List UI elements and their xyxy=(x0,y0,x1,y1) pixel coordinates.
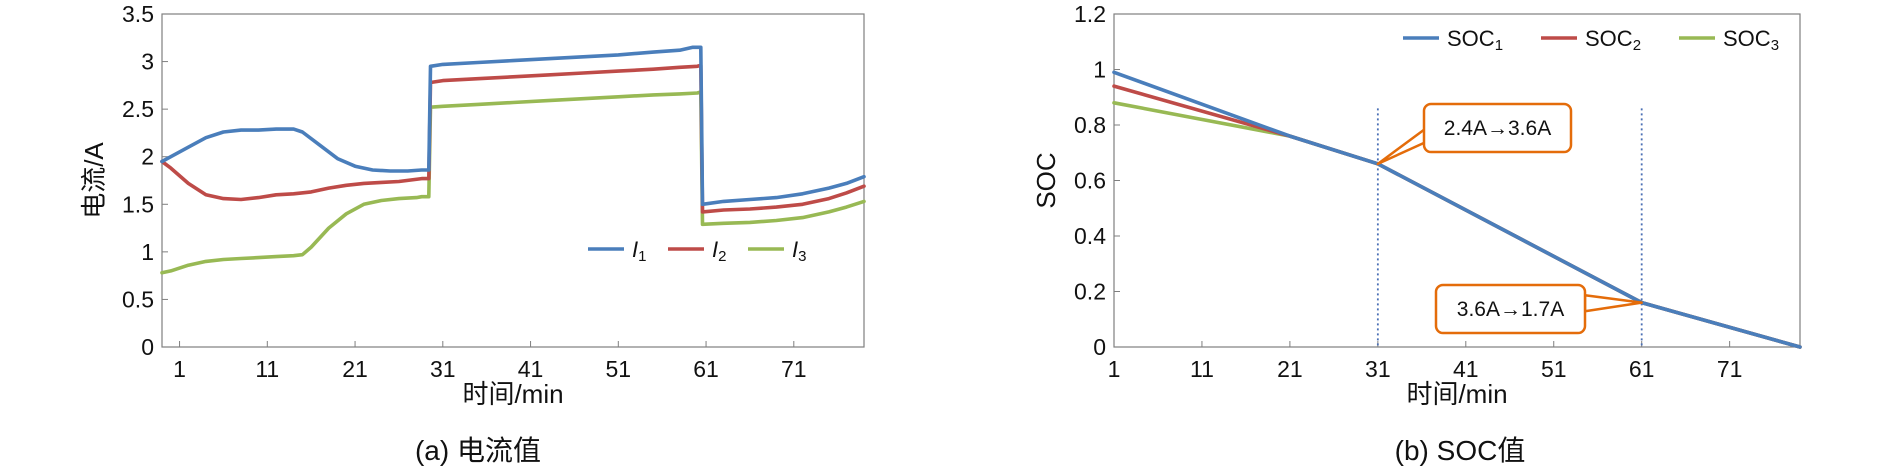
current-y-tick-label: 0 xyxy=(141,334,154,360)
current-x-axis-title: 时间/min xyxy=(462,379,563,409)
current-series-i2-line xyxy=(160,63,866,214)
current-x-tick-label: 11 xyxy=(255,356,279,382)
current-y-tick-label: 2.5 xyxy=(122,96,154,122)
current-series-i1-line xyxy=(160,45,866,207)
current-legend-label: I1 xyxy=(632,237,646,265)
soc-legend-label: SOC1 xyxy=(1447,26,1503,54)
soc-callout-box xyxy=(1434,283,1587,335)
current-caption: (a) 电流值 xyxy=(415,435,541,466)
current-x-tick-label: 61 xyxy=(693,356,719,382)
current-plot-frame xyxy=(161,13,865,348)
soc-callout-box xyxy=(1422,102,1573,154)
current-legend-label: I2 xyxy=(712,237,726,265)
soc-x-axis-title: 时间/min xyxy=(1406,379,1507,409)
soc-x-tick-label: 11 xyxy=(1190,356,1214,382)
current-legend-label: I3 xyxy=(792,237,806,265)
current-y-tick-label: 1 xyxy=(141,239,154,265)
current-y-tick-label: 1.5 xyxy=(122,191,154,217)
current-x-tick-label: 51 xyxy=(606,356,632,382)
soc-y-axis-title: SOC xyxy=(1031,152,1061,208)
soc-callout-text: 2.4A→3.6A xyxy=(1444,117,1551,140)
current-y-tick-label: 2 xyxy=(141,144,154,170)
soc-caption: (b) SOC值 xyxy=(1395,435,1526,466)
soc-x-tick-label: 51 xyxy=(1541,356,1567,382)
current-chart: 1 11 21 31 41 51 61 7100.511.522.533.5时间/min电流/… xyxy=(79,1,866,466)
soc-x-tick-label: 61 xyxy=(1629,356,1655,382)
current-y-axis-title: 电流/A xyxy=(79,142,109,219)
soc-y-tick-label: 0.8 xyxy=(1074,112,1106,138)
soc-y-tick-label: 1 xyxy=(1093,57,1106,83)
soc-x-tick-label: 41 xyxy=(1453,356,1479,382)
current-x-tick-label: 1 xyxy=(173,356,186,382)
current-y-tick-label: 3.5 xyxy=(122,1,154,27)
current-x-tick-label: 31 xyxy=(430,356,456,382)
current-x-tick-label: 41 xyxy=(518,356,544,382)
soc-y-tick-label: 0 xyxy=(1093,334,1106,360)
soc-legend-label: SOC3 xyxy=(1723,26,1779,54)
soc-x-tick-label: 71 xyxy=(1717,356,1743,382)
soc-y-tick-label: 0.2 xyxy=(1074,279,1106,305)
soc-callout-text: 3.6A→1.7A xyxy=(1457,298,1564,321)
current-y-tick-label: 0.5 xyxy=(122,286,154,312)
soc-x-tick-label: 21 xyxy=(1277,356,1303,382)
soc-y-tick-label: 0.6 xyxy=(1074,168,1106,194)
soc-x-tick-label: 31 xyxy=(1365,356,1391,382)
soc-x-tick-label: 1 xyxy=(1108,356,1121,382)
soc-chart: 1 11 21 31 41 51 61 7100.20.40.60.811.2时间/minSO… xyxy=(1031,1,1802,466)
soc-y-tick-label: 1.2 xyxy=(1074,1,1106,27)
current-x-tick-label: 71 xyxy=(781,356,807,382)
current-x-tick-label: 21 xyxy=(342,356,368,382)
soc-legend-label: SOC2 xyxy=(1585,26,1641,54)
soc-y-tick-label: 0.4 xyxy=(1074,223,1106,249)
current-y-tick-label: 3 xyxy=(141,49,154,75)
